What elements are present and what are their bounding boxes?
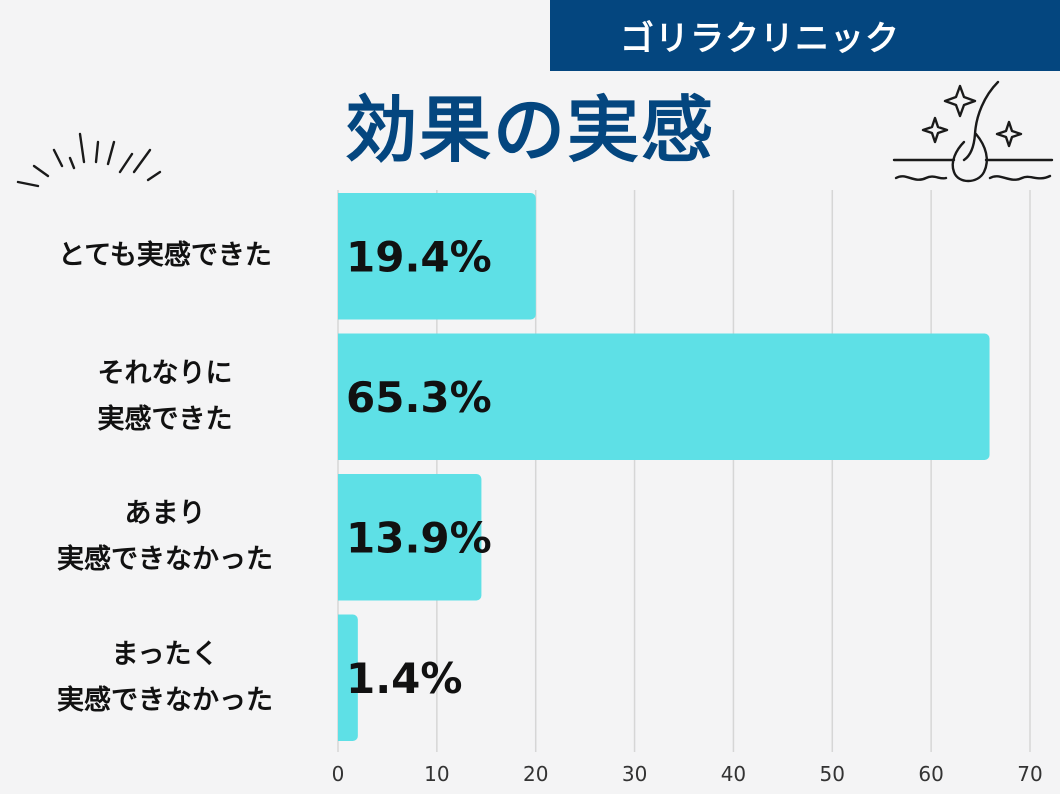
x-tick-label: 60: [918, 762, 943, 786]
bar-base: [338, 193, 344, 320]
bar: [338, 333, 990, 460]
x-tick-label: 40: [721, 762, 746, 786]
category-label: まったく 実感できなかった: [57, 638, 273, 716]
bar-base: [338, 474, 344, 601]
data-label: 13.9%: [346, 513, 492, 562]
sparkle-lines-icon: [16, 132, 162, 188]
category-label: とても実感できた: [58, 240, 272, 272]
bar-base: [338, 614, 344, 741]
brand-banner: ゴリラクリニック: [550, 0, 1060, 71]
category-label: あまり 実感できなかった: [57, 498, 273, 576]
x-tick-label: 50: [820, 762, 845, 786]
data-label: 19.4%: [346, 232, 492, 281]
bar-base: [338, 333, 344, 460]
data-label: 65.3%: [346, 373, 492, 422]
bar: [338, 474, 482, 601]
chart-title: 効果の実感: [344, 88, 715, 172]
hair-follicle-sparkle-icon: [892, 80, 1054, 183]
x-tick-label: 10: [424, 762, 449, 786]
bar: [338, 193, 536, 320]
x-tick-label: 20: [523, 762, 548, 786]
data-label: 1.4%: [346, 654, 462, 703]
x-tick-label: 0: [332, 762, 345, 786]
x-tick-label: 30: [622, 762, 647, 786]
x-tick-label: 70: [1017, 762, 1042, 786]
category-label: それなりに 実感できた: [97, 357, 233, 435]
